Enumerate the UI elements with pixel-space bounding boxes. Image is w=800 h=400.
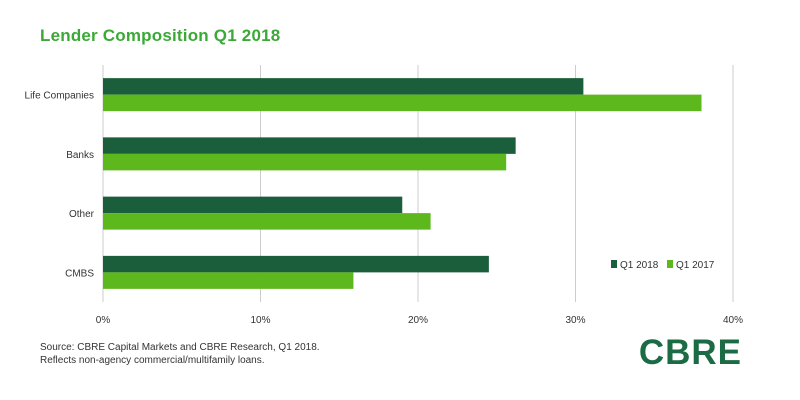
x-tick-label: 40% xyxy=(723,315,743,326)
legend-swatch xyxy=(667,260,673,268)
source-note: Source: CBRE Capital Markets and CBRE Re… xyxy=(40,341,320,367)
bar xyxy=(103,94,702,112)
bars xyxy=(103,78,702,289)
bar xyxy=(103,78,584,95)
bar xyxy=(103,137,516,154)
bar xyxy=(103,255,489,273)
category-label: CMBS xyxy=(65,268,94,279)
legend-label: Q1 2017 xyxy=(676,260,715,271)
legend-label: Q1 2018 xyxy=(620,260,659,271)
category-label: Life Companies xyxy=(25,91,94,102)
bar xyxy=(103,272,354,289)
category-label: Banks xyxy=(66,150,94,161)
category-labels: Life Companies Banks Other CMBS xyxy=(25,91,95,280)
legend: Q1 2018 Q1 2017 xyxy=(611,260,715,271)
bar xyxy=(103,213,431,230)
x-tick-label: 30% xyxy=(565,315,585,326)
legend-swatch xyxy=(611,260,617,268)
x-tick-label: 0% xyxy=(96,315,111,326)
tick-labels: 0% 10% 20% 30% 40% xyxy=(96,315,743,326)
bar xyxy=(103,196,403,214)
source-line-2: Reflects non-agency commercial/multifami… xyxy=(40,355,265,366)
x-tick-label: 10% xyxy=(250,315,270,326)
source-line-1: Source: CBRE Capital Markets and CBRE Re… xyxy=(40,342,320,353)
cbre-logo: CBRE xyxy=(638,333,742,372)
x-tick-label: 20% xyxy=(408,315,428,326)
bar-chart: Life Companies Banks Other CMBS 0% 10% 20% 30%… xyxy=(25,65,743,326)
bar xyxy=(103,153,507,171)
chart-title: Lender Composition Q1 2018 xyxy=(40,26,281,45)
category-label: Other xyxy=(69,209,95,220)
